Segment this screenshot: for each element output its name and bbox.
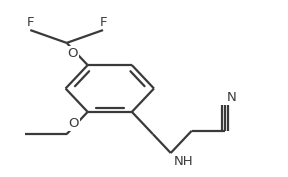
- Text: O: O: [69, 117, 79, 130]
- Text: N: N: [227, 91, 236, 104]
- Text: F: F: [99, 16, 107, 29]
- Text: NH: NH: [174, 155, 193, 168]
- Text: O: O: [68, 47, 78, 60]
- Text: F: F: [26, 16, 34, 29]
